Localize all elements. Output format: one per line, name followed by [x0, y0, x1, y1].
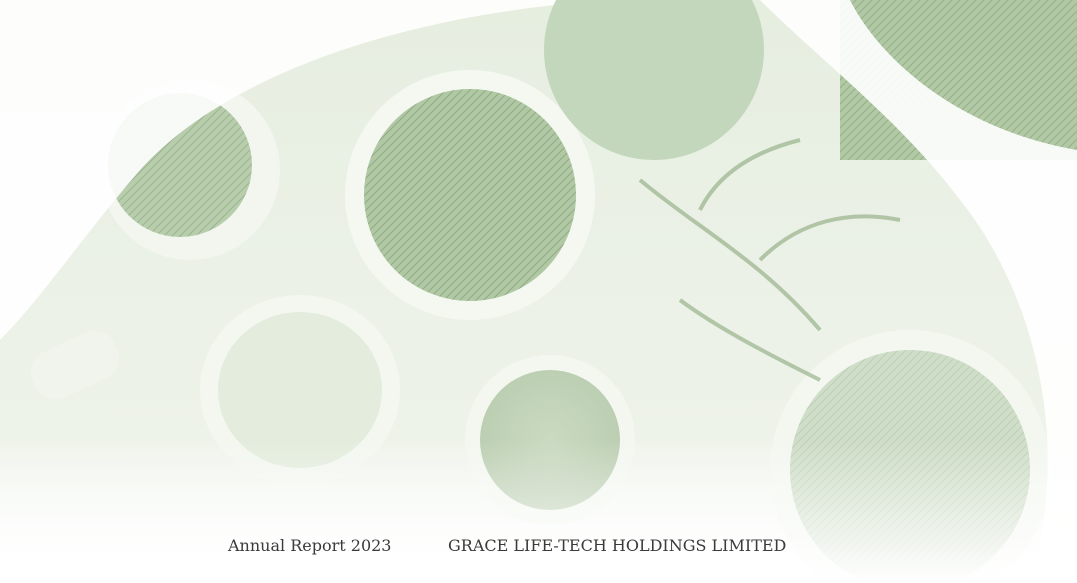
company-name: GRACE LIFE-TECH HOLDINGS LIMITED — [448, 536, 786, 555]
report-title: Annual Report 2023 — [227, 536, 391, 555]
cover: Annual Report 2023 GRACE LIFE-TECH HOLDI… — [0, 0, 1077, 583]
page: Annual Report 2023 GRACE LIFE-TECH HOLDI… — [0, 0, 1077, 583]
